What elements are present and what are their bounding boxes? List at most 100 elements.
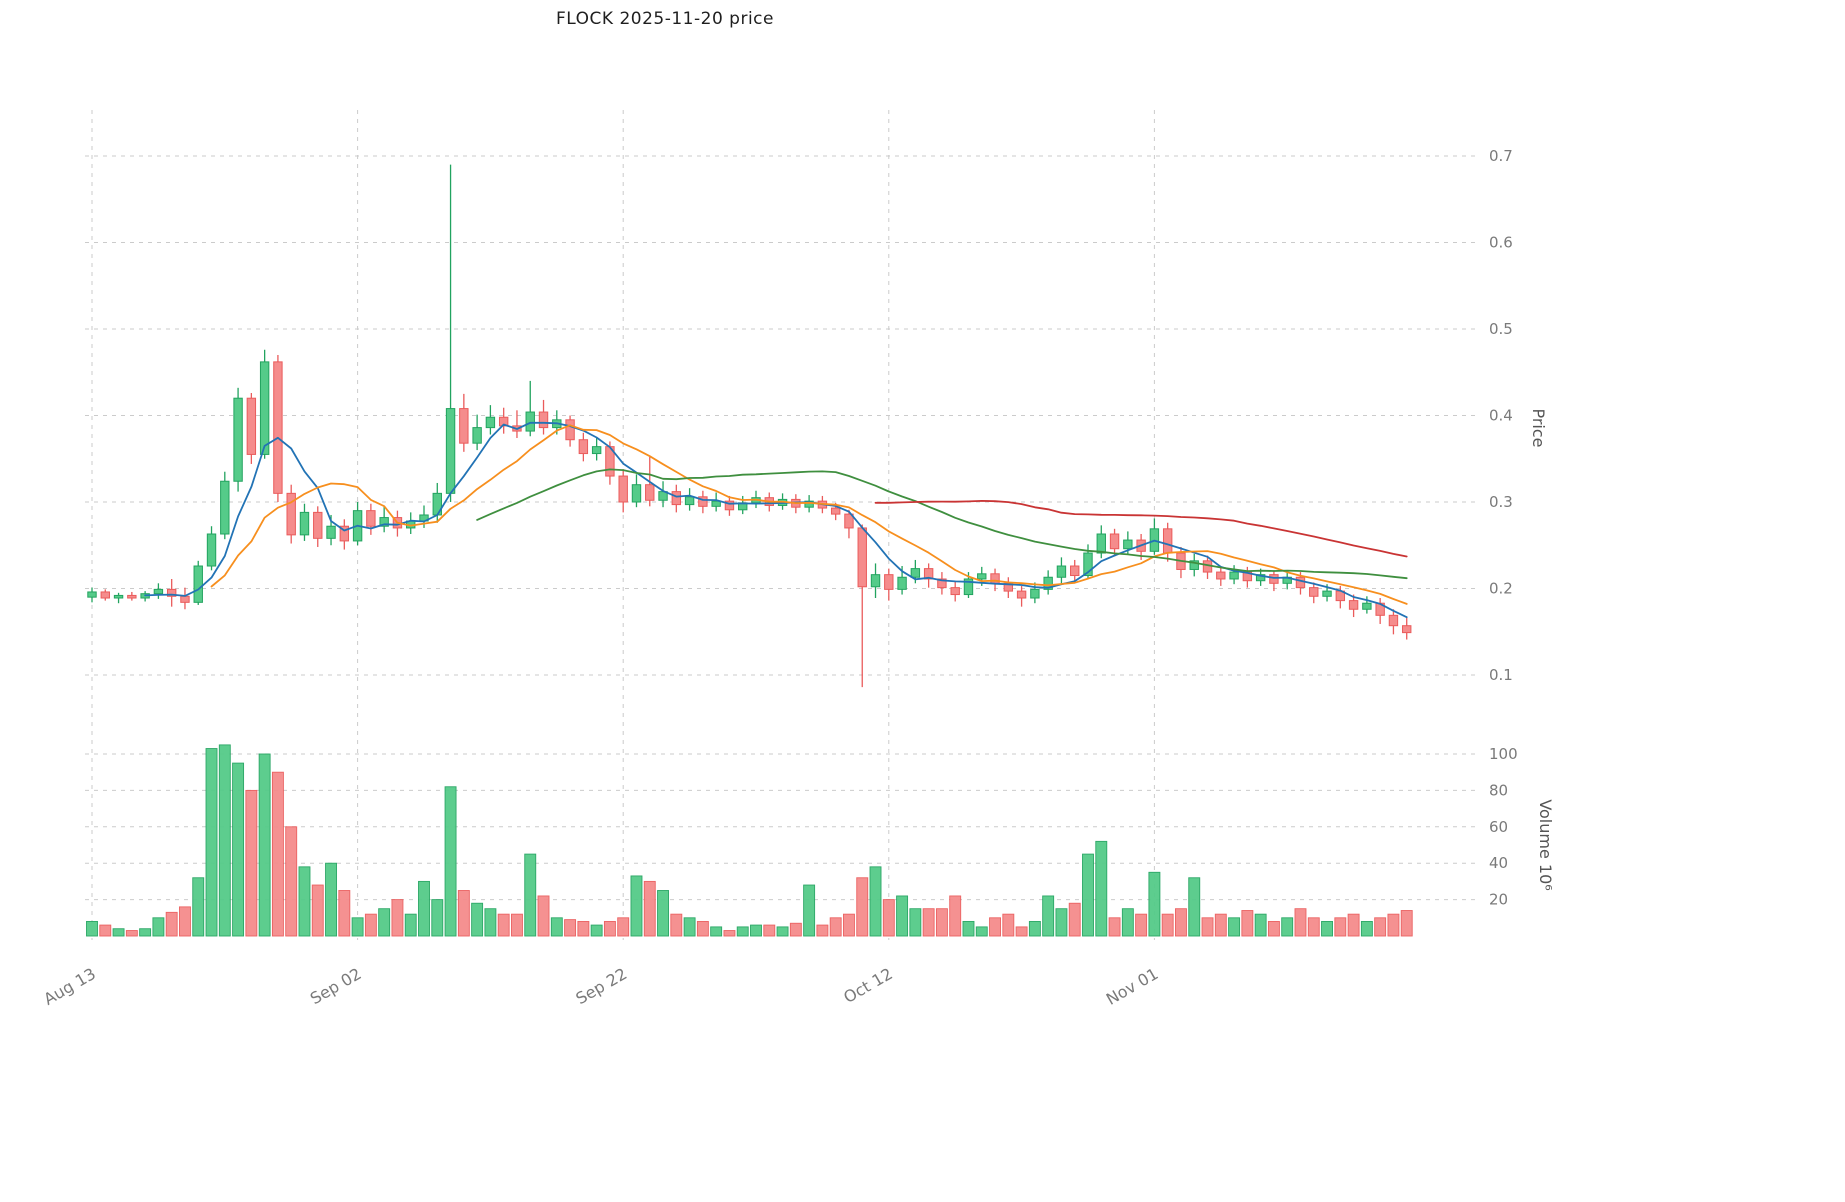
- candle-body: [127, 594, 137, 599]
- candle-body: [977, 573, 987, 580]
- volume-bar: [1175, 908, 1187, 937]
- volume-bar: [471, 902, 484, 937]
- candle-body: [113, 594, 124, 599]
- volume-bar: [418, 880, 430, 937]
- candle-body: [498, 416, 509, 427]
- volume-bar: [643, 880, 656, 937]
- candle-body: [100, 591, 110, 599]
- volume-bar: [218, 744, 231, 937]
- volume-bar: [630, 875, 643, 937]
- candle-body: [870, 574, 881, 588]
- candle-body: [631, 484, 642, 503]
- volume-bar: [1307, 917, 1320, 937]
- candle-body: [578, 439, 589, 455]
- candle-body: [1229, 571, 1239, 580]
- volume-bar: [524, 853, 537, 937]
- volume-bar: [271, 771, 284, 937]
- candle-body: [618, 475, 628, 503]
- ma-line-ma30: [476, 468, 1408, 580]
- volume-bar: [922, 908, 935, 937]
- volume-bar: [285, 826, 298, 937]
- candle-body: [1162, 528, 1173, 554]
- volume-tick-label: 80: [1489, 781, 1508, 799]
- volume-bars: [86, 744, 1413, 937]
- candle-body: [286, 492, 296, 536]
- candle-body: [1003, 582, 1014, 592]
- candle-body: [472, 427, 482, 444]
- volume-bar: [1095, 840, 1108, 937]
- volume-bar: [989, 917, 1001, 937]
- x-tick-label: Sep 22: [573, 964, 631, 1008]
- chart-title: FLOCK 2025-11-20 price: [556, 9, 774, 29]
- candle-body: [1016, 590, 1027, 599]
- volume-axis-title: Volume 10⁶: [1536, 799, 1555, 890]
- volume-bar: [1228, 917, 1241, 937]
- candle-body: [206, 533, 217, 567]
- candle-body: [1216, 571, 1226, 580]
- volume-bar: [1241, 910, 1254, 937]
- volume-bar: [1334, 917, 1347, 937]
- volume-bar: [603, 920, 616, 937]
- volume-bar: [803, 884, 816, 937]
- volume-bar: [590, 924, 603, 937]
- volume-bar: [1055, 908, 1068, 937]
- volume-bar: [789, 922, 802, 937]
- volume-bar: [1068, 902, 1081, 937]
- candle-body: [193, 565, 203, 603]
- candle-body: [1030, 588, 1040, 599]
- volume-bar: [1374, 917, 1387, 937]
- candle-body: [1109, 533, 1120, 550]
- volume-bar: [696, 920, 709, 937]
- price-tick-label: 0.3: [1489, 493, 1513, 511]
- candle-body: [538, 411, 549, 429]
- candle-body: [339, 525, 350, 542]
- candle-body: [1295, 576, 1306, 589]
- volume-bar: [311, 884, 324, 937]
- candle-body: [923, 568, 934, 580]
- volume-bar: [1002, 913, 1015, 937]
- moving-average-lines: [144, 421, 1408, 619]
- volume-bar: [1161, 913, 1174, 937]
- candle-body: [1309, 587, 1319, 597]
- candle-body: [313, 511, 323, 539]
- candle-body: [1123, 539, 1133, 550]
- volume-bar: [617, 917, 630, 937]
- candle-body: [591, 446, 602, 455]
- candle-body: [804, 500, 814, 508]
- price-tick-label: 0.6: [1489, 234, 1513, 252]
- volume-bar: [404, 913, 417, 937]
- volume-bar: [298, 866, 311, 937]
- candle-body: [645, 484, 655, 501]
- candle-body: [459, 408, 469, 444]
- candle-body: [844, 513, 854, 529]
- candle-body: [724, 500, 735, 511]
- candle-body: [1362, 602, 1372, 610]
- candle-body: [910, 568, 921, 578]
- volume-bar: [896, 895, 909, 937]
- volume-bar: [962, 920, 975, 937]
- candle-body: [233, 397, 243, 482]
- volume-bar: [431, 899, 444, 937]
- candle-body: [671, 491, 682, 506]
- ma-line-ma10: [210, 424, 1408, 605]
- candle-body: [1096, 533, 1106, 554]
- candle-body: [711, 500, 721, 507]
- price-tick-label: 0.7: [1489, 147, 1513, 165]
- candle-body: [366, 510, 376, 527]
- volume-bar: [763, 924, 776, 937]
- x-tick-label: Aug 13: [40, 964, 99, 1009]
- volume-bar: [1321, 920, 1333, 937]
- ma-line-ma60: [874, 499, 1408, 558]
- candle-body: [259, 361, 270, 455]
- volume-bar: [723, 930, 736, 937]
- volume-bar: [577, 920, 590, 937]
- volume-bar: [935, 908, 948, 937]
- volume-bar: [843, 913, 855, 937]
- volume-tick-label: 100: [1489, 745, 1518, 763]
- candle-body: [525, 411, 535, 432]
- volume-bar: [1360, 920, 1373, 937]
- volume-bar: [564, 919, 577, 937]
- volume-bar: [245, 789, 258, 937]
